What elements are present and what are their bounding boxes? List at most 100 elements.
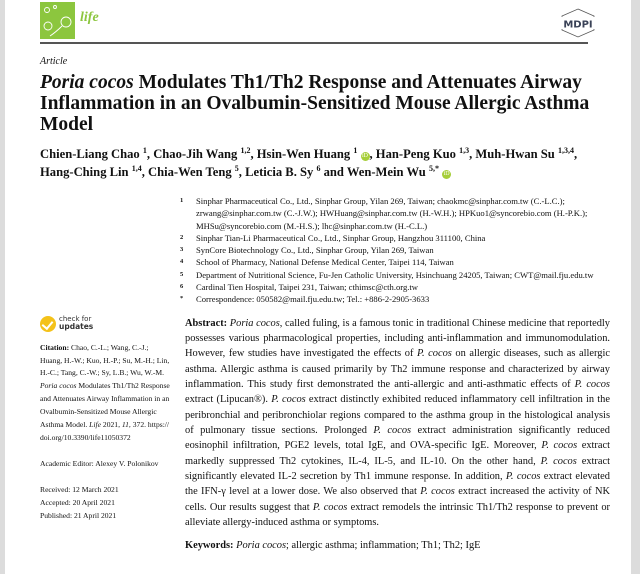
mdpi-logo-text: MDPI — [563, 20, 592, 31]
affiliation-text: Correspondence: 050582@mail.fju.edu.tw; … — [196, 294, 430, 305]
mdpi-logo: MDPI — [558, 8, 598, 38]
affiliation-item: 1 Sinphar Pharmaceutical Co., Ltd., Sinph… — [180, 195, 612, 232]
affiliation-item: 4 School of Pharmacy, National Defense Me… — [180, 256, 612, 268]
abstract-species: P. cocos — [505, 471, 541, 483]
affiliation-item: 6 Cardinal Tien Hospital, Taipei 231, Tai… — [180, 281, 612, 293]
abstract-species: P. cocos — [540, 455, 577, 467]
check-line2: updates — [59, 322, 94, 332]
abstract-text: extract remodels the intrinsic Th1/Th2 r… — [185, 501, 610, 529]
author-affiliation-sup: 1,2 — [240, 145, 251, 155]
author-name: Chien-Liang Chao — [40, 147, 140, 161]
article-body: Article Poria cocos Modulates Th1/Th2 Re… — [40, 0, 610, 553]
abstract-text: extract markedly suppressed Th2 cytokine… — [185, 440, 610, 467]
citation-authors: Chao, C.-L.; Wang, C.-J.; Huang, H.-W.; … — [40, 342, 170, 378]
orcid-icon[interactable]: iD — [442, 169, 452, 179]
affiliation-number: 3 — [180, 246, 184, 254]
affiliation-item: * Correspondence: 050582@mail.fju.edu.tw;… — [180, 293, 612, 305]
affiliations: 1 Sinphar Pharmaceutical Co., Ltd., Sinph… — [180, 195, 612, 306]
author-list: Chien-Liang Chao 1, Chao-Jih Wang 1,2, H… — [40, 145, 578, 179]
author-name: Hsin-Wen Huang — [256, 147, 351, 161]
abstract: Abstract: Poria cocos, called fuling, is… — [185, 316, 610, 531]
orcid-icon[interactable]: iD — [360, 152, 370, 161]
article-type: Article — [40, 56, 68, 67]
received-date: Received: 12 March 2021 — [40, 484, 119, 494]
author-affiliation-sup: 1,3 — [459, 145, 470, 155]
lower-section: check for updates Citation: Chao, C.-L.; … — [40, 315, 610, 554]
title-species: Poria cocos — [40, 72, 134, 93]
author-affiliation-sup: 5 — [234, 163, 239, 173]
author-name: Muh-Hwan Su — [475, 147, 555, 161]
journal-logo — [40, 2, 75, 39]
abstract-species: P. cocos — [312, 501, 348, 513]
abstract-species: P. cocos — [417, 348, 452, 360]
affiliation-text: Sinphar Tian-Li Pharmaceutical Co., Ltd.… — [196, 232, 486, 243]
affiliation-number: 1 — [180, 197, 184, 204]
check-line1: check for — [59, 315, 92, 324]
affiliation-text: Department of Nutritional Science, Fu-Je… — [196, 269, 594, 280]
abstract-text: on allergic diseases, such as allergic a… — [185, 348, 610, 391]
author-affiliation-sup: 5,* — [428, 163, 439, 173]
author-name: Chia-Wen Teng — [148, 164, 232, 179]
author-name: Wen-Mein Wu — [346, 164, 426, 179]
author-affiliation-sup: 6 — [316, 163, 321, 173]
citation-year: 2021, — [102, 420, 120, 430]
life-logo-icon — [43, 5, 72, 37]
affiliation-item: 2 Sinphar Tian-Li Pharmaceutical Co., Ltd… — [180, 232, 612, 244]
check-for-updates-button[interactable]: check for updates — [40, 315, 170, 332]
citation-title: Modulates Th1/Th2 Response and Attenuate… — [40, 381, 170, 430]
author-affiliation-sup: 1,3,4 — [557, 145, 574, 155]
affiliation-text: School of Pharmacy, National Defense Med… — [196, 257, 454, 268]
citation: Citation: Chao, C.-L.; Wang, C.-J.; Huan… — [40, 342, 170, 445]
abstract-text: extract increased the activity of NK cel… — [185, 486, 610, 513]
abstract-species: P. cocos — [541, 440, 578, 452]
author-and: and — [323, 164, 344, 179]
abstract-text: extract elevated the IFN-γ level at a lo… — [185, 471, 610, 498]
abstract-text: extract distinctly exhibited reduced inf… — [185, 394, 610, 437]
affiliation-number: 4 — [180, 258, 184, 266]
affiliation-number: 2 — [180, 233, 184, 241]
author-name: Chao-Jih Wang — [153, 147, 238, 161]
article-info-sidebar: check for updates Citation: Chao, C.-L.; … — [40, 315, 170, 523]
citation-doi-link[interactable]: 372. https://doi.org/10.3390/life1105037… — [40, 420, 170, 443]
title-rest: Modulates Th1/Th2 Response and Attenuate… — [40, 72, 590, 135]
abstract-label: Abstract: — [185, 317, 228, 329]
affiliation-text: Cardinal Tien Hospital, Taipei 231, Taiw… — [196, 282, 419, 293]
affiliation-text: SynCore Biotechnology Co., Ltd., Sinphar… — [196, 245, 434, 256]
citation-label: Citation: — [40, 342, 70, 352]
author-name: Leticia B. Sy — [245, 164, 314, 179]
keywords: Keywords: Poria cocos; allergic asthma; … — [185, 538, 610, 553]
abstract-text: extract (Lipucan®). — [185, 394, 272, 406]
keywords-label: Keywords: — [185, 540, 234, 552]
paper-page: life MDPI Article Poria cocos Modulates … — [5, 0, 631, 574]
author-affiliation-sup: 1 — [142, 145, 147, 155]
abstract-species: P. cocos — [420, 486, 455, 498]
author-name: Han-Peng Kuo — [375, 147, 456, 161]
citation-species: Poria cocos — [40, 381, 77, 391]
author-name: Hang-Ching Lin — [40, 164, 129, 179]
citation-volume: 11, — [121, 420, 131, 430]
abstract-text: extract significantly elevated IL-2 secr… — [185, 455, 610, 483]
affiliation-number: 5 — [180, 270, 184, 278]
abstract-text: extract administration significantly red… — [185, 425, 610, 452]
affiliation-text: Sinphar Pharmaceutical Co., Ltd., Sinpha… — [196, 196, 588, 231]
abstract-column: Abstract: Poria cocos, called fuling, is… — [185, 316, 610, 554]
abstract-text: , called fuling, is a famous tonic in tr… — [185, 317, 610, 360]
affiliation-item: 5 Department of Nutritional Science, Fu-J… — [180, 269, 612, 281]
author-affiliation-sup: 1 — [353, 145, 358, 155]
abstract-species: Poria cocos — [229, 317, 280, 329]
paper-title: Poria cocos Modulates Th1/Th2 Response a… — [40, 72, 610, 135]
accepted-date: Accepted: 20 April 2021 — [40, 497, 115, 507]
citation-journal: Life — [89, 420, 101, 430]
published-date: Published: 21 April 2021 — [40, 510, 117, 520]
abstract-species: P. cocos — [574, 379, 610, 391]
affiliation-number: 6 — [180, 283, 184, 291]
abstract-species: P. cocos — [271, 394, 306, 406]
abstract-species: P. cocos — [373, 425, 412, 437]
author-affiliation-sup: 1,4 — [131, 163, 142, 173]
check-updates-icon — [40, 315, 56, 332]
header-rule — [40, 42, 588, 44]
journal-name: life — [80, 10, 99, 25]
keywords-rest: ; allergic asthma; inflammation; Th1; Th… — [286, 540, 481, 552]
keyword-species: Poria cocos — [236, 540, 287, 552]
academic-editor: Academic Editor: Alexey V. Polonikov — [40, 458, 159, 468]
